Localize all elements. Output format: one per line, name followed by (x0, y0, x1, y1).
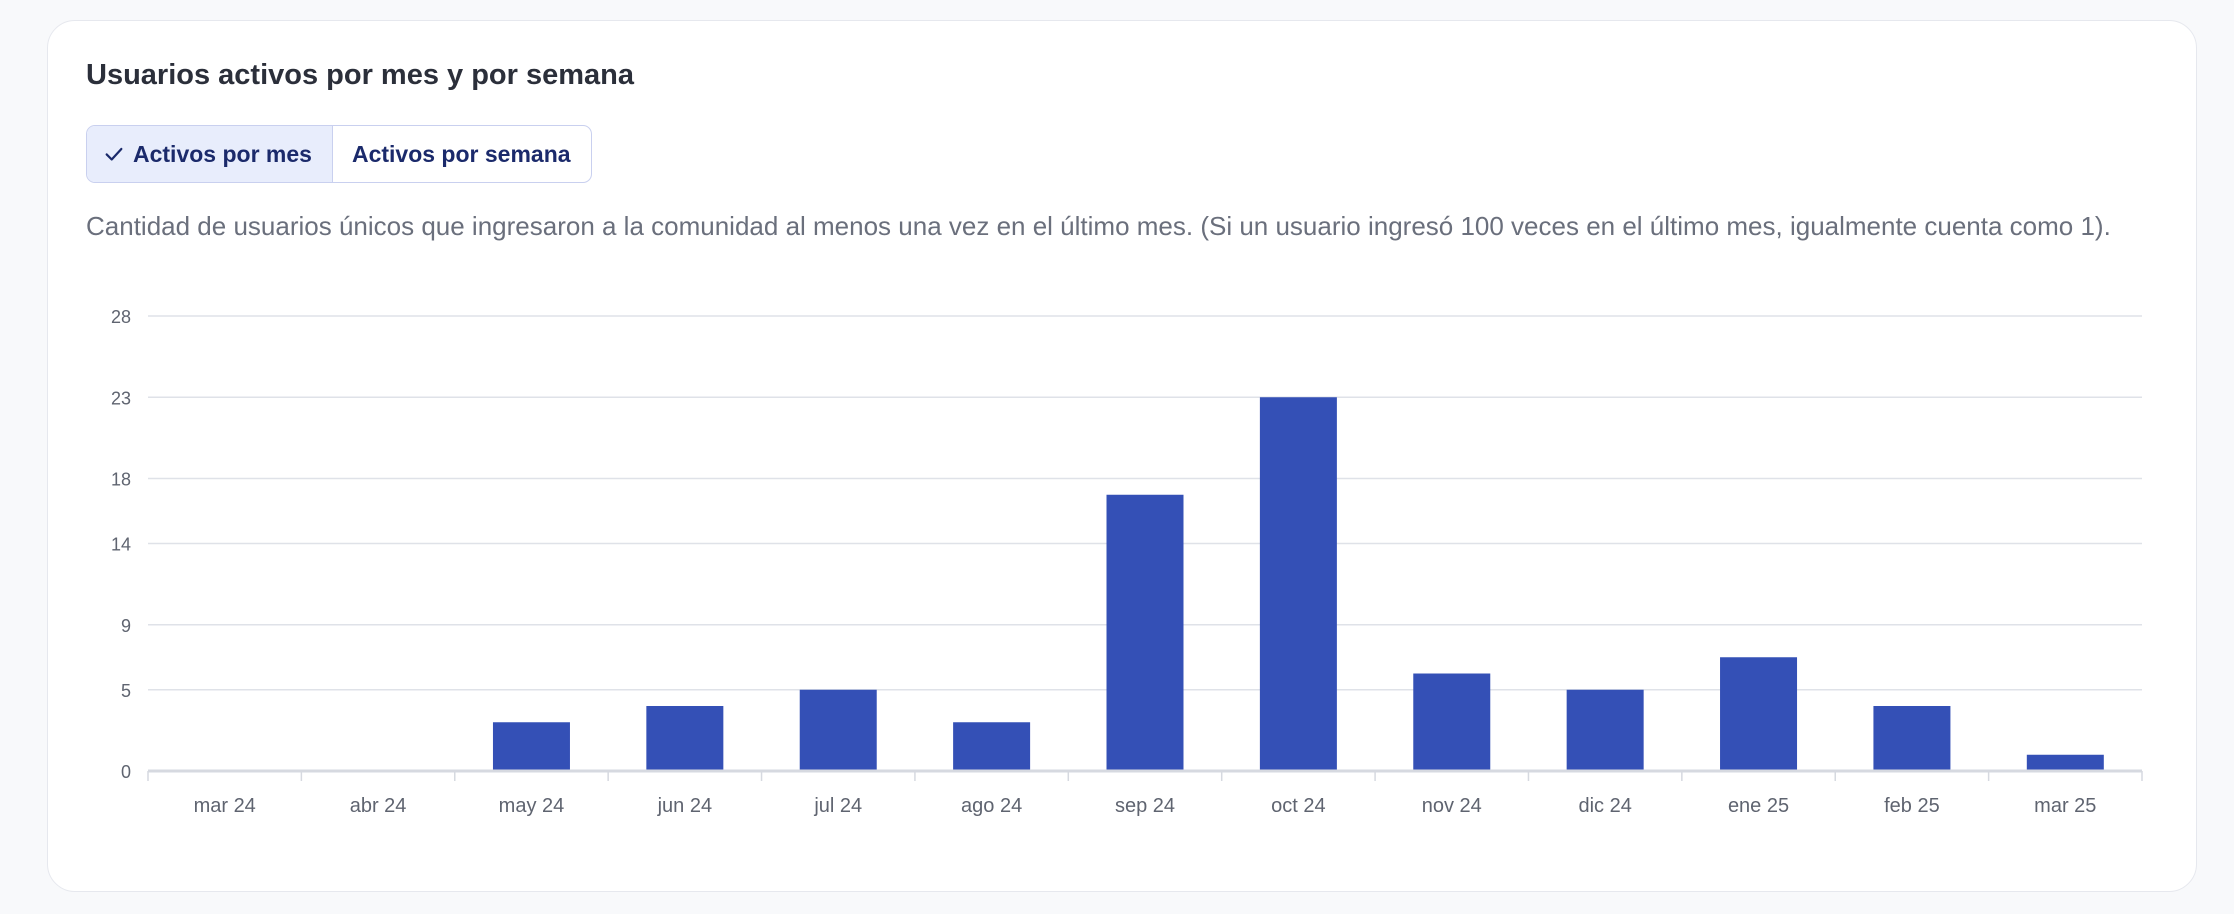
x-tick-label: jul 24 (813, 795, 862, 817)
y-tick-label: 14 (111, 535, 131, 555)
x-tick-label: ene 25 (1728, 795, 1789, 817)
bar (1106, 494, 1184, 771)
tab-activos-por-mes[interactable]: Activos por mes (87, 126, 333, 182)
period-toggle: Activos por mes Activos por semana (86, 125, 592, 183)
x-tick-label: feb 25 (1884, 795, 1940, 817)
y-tick-label: 18 (111, 470, 131, 490)
x-tick-label: mar 24 (194, 795, 256, 817)
bar (1413, 673, 1491, 771)
y-tick-label: 23 (111, 388, 131, 408)
bar (492, 722, 570, 771)
y-tick-label: 9 (121, 616, 131, 636)
y-tick-label: 5 (121, 681, 131, 701)
chart-description: Cantidad de usuarios únicos que ingresar… (86, 211, 2111, 241)
x-tick-label: dic 24 (1578, 795, 1631, 817)
tab-activos-por-semana[interactable]: Activos por semana (333, 126, 591, 182)
x-tick-label: sep 24 (1115, 795, 1175, 817)
x-tick-label: oct 24 (1271, 795, 1325, 817)
x-tick-label: ago 24 (961, 795, 1022, 817)
bar (799, 689, 877, 771)
bar (1259, 397, 1337, 771)
tab-label: Activos por mes (133, 140, 312, 167)
card-title: Usuarios activos por mes y por semana (86, 59, 634, 91)
check-icon (105, 147, 123, 161)
x-tick-label: may 24 (499, 795, 565, 817)
x-tick-label: abr 24 (350, 795, 407, 817)
bar (1720, 657, 1798, 771)
y-tick-label: 0 (121, 762, 131, 782)
bar (2026, 754, 2104, 771)
y-tick-label: 28 (111, 307, 131, 327)
bar (646, 706, 724, 771)
tab-label: Activos por semana (351, 140, 571, 167)
x-tick-label: jun 24 (657, 795, 713, 817)
x-tick-label: mar 25 (2034, 795, 2096, 817)
x-tick-label: nov 24 (1422, 795, 1482, 817)
bar (953, 722, 1031, 771)
bar (1873, 706, 1951, 771)
bar (1566, 689, 1644, 771)
